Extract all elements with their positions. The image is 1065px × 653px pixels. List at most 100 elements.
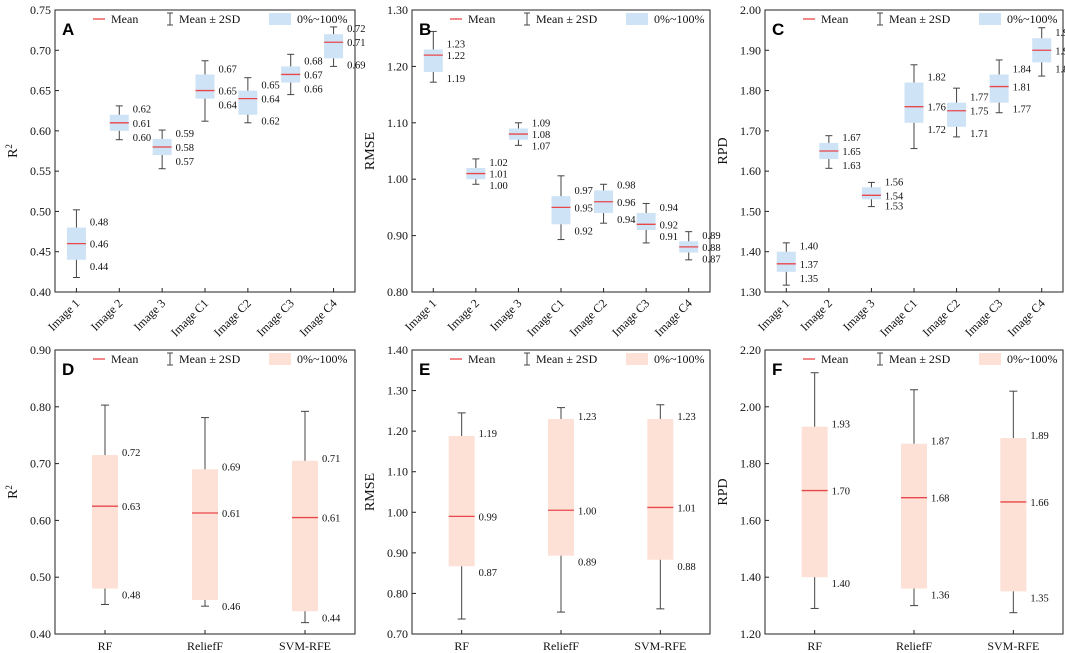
x-tick-label: Image 2 — [88, 296, 125, 333]
panel-a: 0.40 0.45 0.50 0.55 0.60 0.65 0.70 0.75 R2 Image … — [4, 3, 365, 339]
value-label-high: 0.62 — [133, 105, 151, 116]
range-box — [548, 418, 574, 556]
panel-letter: D — [62, 360, 74, 379]
box-image-c1: 0.97 0.95 0.92 — [551, 175, 593, 241]
y-axis-label: RMSE — [363, 473, 378, 511]
y-tick-label: 2.20 — [740, 343, 761, 357]
value-label-low: 0.87 — [702, 255, 720, 266]
box-relieff: 1.23 1.00 0.89 — [548, 407, 596, 613]
box-relieff: 1.87 1.68 1.36 — [901, 389, 949, 607]
y-tick-label: 1.40 — [740, 570, 761, 584]
value-label-high: 1.87 — [931, 437, 949, 448]
value-label-high: 0.59 — [176, 129, 194, 140]
box-image-c2: 0.65 0.64 0.62 — [238, 77, 280, 128]
panel-c: 1.30 1.40 1.50 1.60 1.70 1.80 1.90 2.00 RPD Image… — [716, 3, 1065, 339]
x-tick-label: Image 1 — [45, 296, 82, 333]
value-label-low: 0.60 — [133, 133, 151, 144]
x-tick-label: Image C3 — [609, 296, 652, 339]
y-tick-label: 1.30 — [387, 3, 408, 17]
y-tick-label: 0.90 — [387, 229, 408, 243]
value-label-low: 1.63 — [842, 161, 860, 172]
x-tick-label: Image C3 — [962, 296, 1005, 339]
legend-range-swatch — [269, 353, 291, 365]
y-tick-label: 0.50 — [30, 204, 51, 218]
value-label-mean: 1.65 — [842, 147, 860, 158]
value-label-mean: 1.66 — [1030, 498, 1048, 509]
range-box — [901, 443, 927, 589]
y-tick-label: 1.20 — [740, 627, 761, 641]
y-tick-label: 0.65 — [30, 84, 51, 98]
value-label-low: 0.48 — [122, 591, 140, 602]
y-tick-label: 0.45 — [30, 245, 51, 259]
x-tick-label: Image C2 — [567, 296, 610, 339]
value-label-mean: 1.00 — [578, 506, 596, 517]
value-label-mean: 0.71 — [347, 38, 365, 49]
legend-sd-label: Mean ± 2SD — [889, 12, 951, 26]
range-box — [192, 469, 218, 600]
range-box — [1000, 438, 1027, 592]
y-tick-label: 0.80 — [387, 586, 408, 600]
value-label-high: 1.67 — [842, 133, 860, 144]
y-tick-label: 0.50 — [30, 570, 51, 584]
range-box — [776, 251, 796, 272]
value-label-mean: 1.08 — [532, 130, 550, 141]
panel-e: 0.70 0.80 0.90 1.00 1.10 1.20 1.30 1.40 RMSE RF Re… — [363, 343, 711, 653]
box-rf: 1.19 0.99 0.87 — [448, 412, 497, 620]
x-tick-label: ReliefF — [187, 639, 223, 653]
y-tick-label: 1.30 — [387, 384, 408, 398]
panel-letter: A — [62, 20, 74, 39]
box-image-c4: 0.890.880.87 — [679, 231, 721, 266]
value-label-mean: 1.76 — [928, 103, 946, 114]
y-tick-label: 2.00 — [740, 3, 761, 17]
panel-letter: B — [419, 20, 431, 39]
value-label-mean: 0.61 — [133, 119, 151, 130]
y-tick-label: 1.20 — [387, 59, 408, 73]
x-tick-label: RF — [807, 639, 822, 653]
legend-range-swatch — [979, 13, 1001, 25]
x-tick-label: Image 2 — [798, 296, 835, 333]
value-label-low: 0.46 — [222, 602, 240, 613]
legend: Mean Mean ± 2SD 0%~100% — [450, 352, 704, 366]
value-label-low: 1.00 — [489, 181, 507, 192]
x-tick-label: RF — [454, 639, 469, 653]
y-tick-label: 0.40 — [30, 627, 51, 641]
box-image-1: 1.231.22 1.19 — [423, 30, 465, 85]
box-image-3: 1.091.081.07 — [508, 118, 550, 153]
range-box — [551, 196, 571, 225]
y-tick-label: 1.40 — [740, 245, 761, 259]
value-label-mean: 0.61 — [222, 509, 240, 520]
value-label-mean: 0.58 — [176, 143, 194, 154]
value-label-low: 0.89 — [578, 558, 596, 569]
box-svm-rfe: 0.71 0.61 0.44 — [292, 410, 341, 624]
y-tick-label: 0.60 — [30, 124, 51, 138]
range-box — [195, 74, 215, 99]
y-tick-label: 0.90 — [387, 546, 408, 560]
legend-mean-label: Mean — [111, 352, 138, 366]
y-tick-label: 0.70 — [30, 43, 51, 57]
x-tick-label: ReliefF — [543, 639, 579, 653]
value-label-high: 1.82 — [928, 73, 946, 84]
y-tick-label: 0.60 — [30, 513, 51, 527]
x-tick-label: ReliefF — [896, 639, 932, 653]
legend-mean-label: Mean — [821, 12, 848, 26]
x-tick-label: Image C4 — [652, 296, 695, 339]
value-label-low: 1.19 — [447, 74, 465, 85]
legend-range-label: 0%~100% — [297, 12, 347, 26]
value-label-low: 1.71 — [970, 129, 988, 140]
legend-range-swatch — [626, 353, 648, 365]
value-label-mean: 1.01 — [677, 503, 695, 514]
legend-mean-label: Mean — [468, 352, 495, 366]
y-tick-label: 0.70 — [387, 627, 408, 641]
value-label-high: 1.93 — [1055, 28, 1065, 39]
value-label-high: 1.23 — [677, 412, 695, 423]
legend-sd-label: Mean ± 2SD — [179, 12, 241, 26]
x-tick-label: Image C1 — [524, 296, 567, 339]
value-label-low: 0.88 — [677, 562, 695, 573]
value-label-high: 0.97 — [575, 186, 593, 197]
box-svm-rfe: 1.89 1.66 1.35 — [1000, 390, 1049, 614]
range-box — [423, 49, 443, 73]
panel-d: 0.40 0.50 0.60 0.70 0.80 0.90 R2 RF ReliefF SVM-R… — [4, 343, 356, 653]
value-label-low: 0.57 — [176, 157, 194, 168]
legend-sd-label: Mean ± 2SD — [536, 12, 598, 26]
